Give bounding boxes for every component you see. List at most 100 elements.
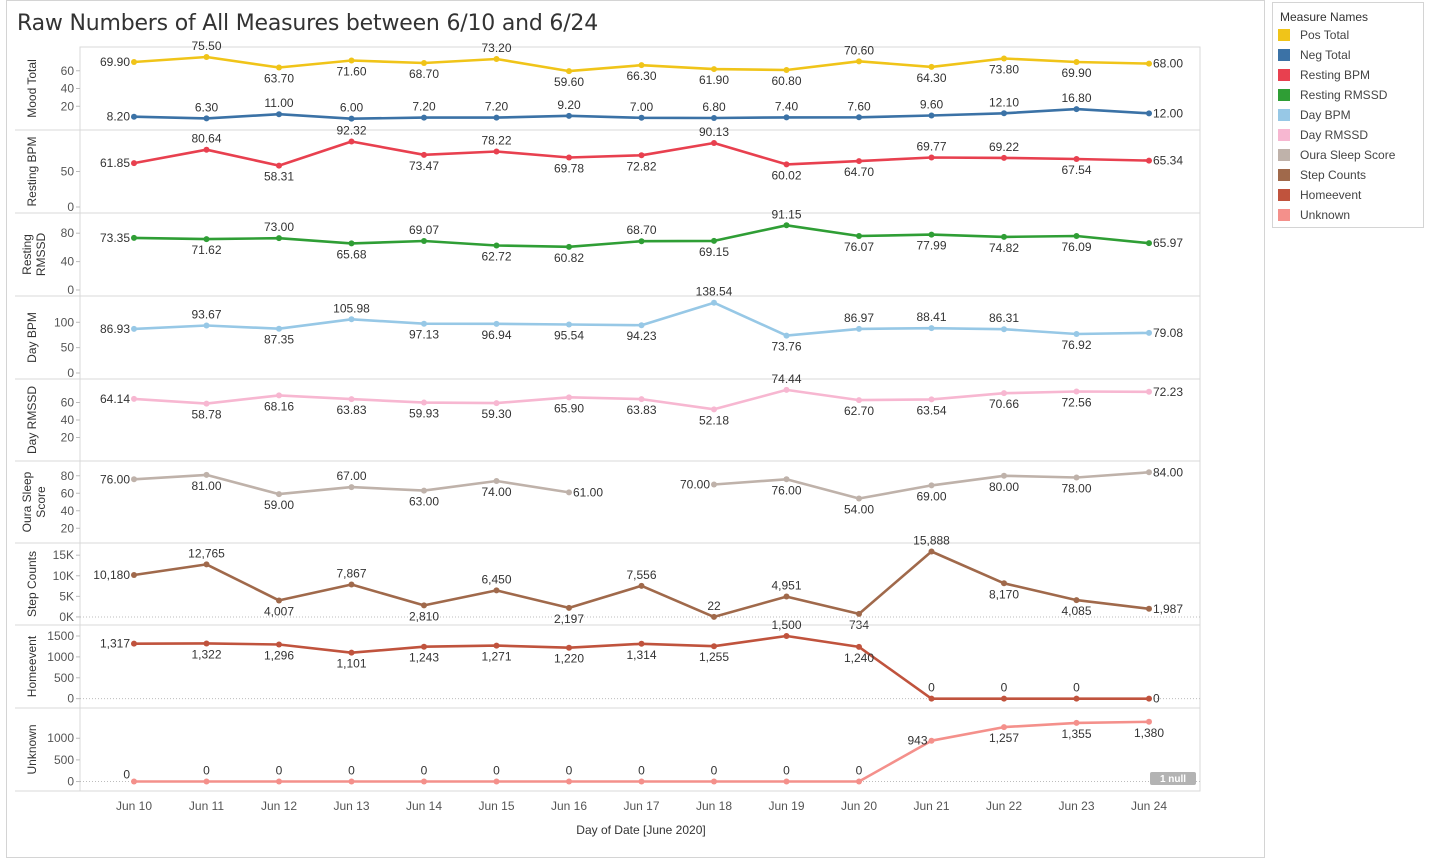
legend-item-pos-total[interactable]: Pos Total	[1273, 25, 1423, 45]
data-point	[1073, 232, 1080, 239]
data-label: 69.90	[1061, 66, 1091, 80]
data-label: 1,322	[191, 647, 221, 661]
panel-frame	[79, 707, 1201, 792]
legend-item-homeevent[interactable]: Homeevent	[1273, 185, 1423, 205]
x-tick-label: Jun 23	[1058, 799, 1094, 813]
data-label: 86.93	[100, 322, 130, 336]
data-point	[203, 322, 210, 329]
data-label: 1,355	[1061, 727, 1091, 741]
data-label: 72.82	[626, 159, 656, 173]
data-label: 60.02	[771, 168, 801, 182]
data-point	[1001, 695, 1007, 702]
data-label: 0	[123, 768, 130, 782]
y-tick-label: 0	[67, 775, 74, 789]
data-point	[856, 610, 862, 617]
data-label: 62.70	[844, 404, 874, 418]
data-label: 73.76	[771, 340, 801, 354]
data-label: 16.80	[1061, 91, 1091, 105]
data-point	[276, 778, 282, 785]
data-point	[421, 151, 427, 158]
legend-item-resting-rmssd[interactable]: Resting RMSSD	[1273, 85, 1423, 105]
data-point	[421, 320, 427, 327]
data-label: 1,255	[699, 650, 729, 664]
legend-item-oura-sleep-score[interactable]: Oura Sleep Score	[1273, 145, 1423, 165]
data-point	[1146, 695, 1152, 702]
data-label: 4,085	[1061, 604, 1091, 618]
data-label: 9.20	[557, 98, 581, 112]
data-point	[493, 400, 500, 407]
data-point	[1146, 60, 1152, 67]
data-point	[1001, 580, 1007, 587]
y-tick-label: 20	[61, 521, 75, 535]
x-tick-label: Jun 24	[1131, 799, 1167, 813]
y-axis-title: Step Counts	[25, 551, 39, 617]
y-axis-title: Day RMSSD	[25, 386, 39, 454]
data-point	[493, 320, 500, 327]
data-point	[638, 322, 645, 329]
data-label: 0	[783, 764, 790, 778]
legend-item-day-bpm[interactable]: Day BPM	[1273, 105, 1423, 125]
data-label: 92.32	[336, 123, 366, 137]
data-point	[276, 641, 282, 648]
legend-item-day-rmssd[interactable]: Day RMSSD	[1273, 125, 1423, 145]
data-point	[421, 778, 427, 785]
data-label: 6,450	[481, 572, 511, 586]
data-label: 65.97	[1153, 236, 1183, 250]
series-resting-bpm: 61.85 80.64 58.31 92.32 73.47 78.22 69.78 72.82…	[100, 123, 1183, 183]
data-point	[856, 114, 862, 121]
data-point	[856, 325, 862, 332]
legend-item-resting-bpm[interactable]: Resting BPM	[1273, 65, 1423, 85]
legend-item-neg-total[interactable]: Neg Total	[1273, 45, 1423, 65]
data-point	[1073, 474, 1080, 481]
y-tick-label: 10K	[53, 569, 74, 583]
dashboard-frame	[6, 0, 1265, 858]
legend-item-unknown[interactable]: Unknown	[1273, 205, 1423, 225]
data-label: 58.78	[191, 408, 221, 422]
data-label: 0	[493, 764, 500, 778]
data-label: 63.00	[409, 495, 439, 509]
x-tick-label: Jun 14	[406, 799, 442, 813]
data-point	[276, 597, 282, 604]
data-label: 15,888	[913, 534, 950, 548]
data-label: 1,317	[100, 637, 130, 651]
data-point	[493, 148, 500, 155]
data-label: 78.00	[1061, 482, 1091, 496]
data-point	[783, 332, 790, 339]
data-label: 63.54	[916, 403, 946, 417]
y-tick-label: 50	[61, 341, 75, 355]
data-point	[203, 53, 210, 60]
legend-item-step-counts[interactable]: Step Counts	[1273, 165, 1423, 185]
data-label: 11.00	[264, 96, 293, 110]
y-axis-title: Oura Sleep	[20, 471, 34, 532]
legend-swatch	[1278, 109, 1290, 121]
data-point	[711, 299, 717, 306]
data-point	[856, 397, 862, 404]
data-label: 71.60	[336, 64, 366, 78]
data-label: 1,257	[989, 731, 1019, 745]
data-point	[928, 482, 935, 489]
data-point	[493, 114, 500, 121]
data-point	[566, 243, 572, 250]
x-tick-label: Jun 15	[478, 799, 514, 813]
y-tick-label: 500	[54, 671, 74, 685]
data-label: 61.00	[573, 485, 603, 499]
data-point	[711, 481, 717, 488]
data-point	[783, 386, 790, 393]
data-point	[1001, 472, 1007, 479]
data-label: 2,810	[409, 609, 439, 623]
y-tick-label: 5K	[59, 589, 74, 603]
data-point	[638, 396, 645, 403]
data-point	[493, 778, 500, 785]
data-label: 6.80	[702, 100, 726, 114]
series-step-counts: 10,180 12,765 4,007 7,867 2,810 6,450 2,197 7,5…	[93, 534, 1183, 632]
legend-label: Resting RMSSD	[1300, 88, 1388, 102]
data-point	[1146, 110, 1152, 117]
data-point	[1073, 156, 1080, 163]
panel-resting-bpm: 0 50 Resting BPM 61.85 80.64 58.31 92.32 73.47 7…	[15, 123, 1201, 214]
data-point	[783, 633, 790, 640]
data-point	[711, 140, 717, 147]
y-tick-label: 40	[61, 504, 75, 518]
legend-label: Homeevent	[1300, 188, 1362, 202]
data-label: 0	[1001, 681, 1008, 695]
data-label: 0	[1073, 681, 1080, 695]
